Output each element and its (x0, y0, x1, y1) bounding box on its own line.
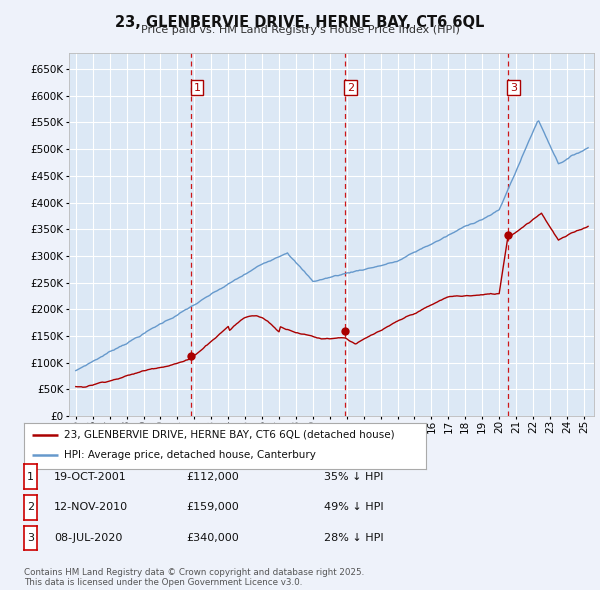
Text: 1: 1 (193, 83, 200, 93)
Text: 3: 3 (510, 83, 517, 93)
Text: 1: 1 (27, 472, 34, 481)
Text: 35% ↓ HPI: 35% ↓ HPI (324, 472, 383, 481)
Text: 2: 2 (27, 503, 34, 512)
Text: 08-JUL-2020: 08-JUL-2020 (54, 533, 122, 543)
Text: 23, GLENBERVIE DRIVE, HERNE BAY, CT6 6QL: 23, GLENBERVIE DRIVE, HERNE BAY, CT6 6QL (115, 15, 485, 30)
Text: £112,000: £112,000 (186, 472, 239, 481)
Text: £340,000: £340,000 (186, 533, 239, 543)
Text: £159,000: £159,000 (186, 503, 239, 512)
Text: 2: 2 (347, 83, 354, 93)
Text: 3: 3 (27, 533, 34, 543)
Text: Contains HM Land Registry data © Crown copyright and database right 2025.
This d: Contains HM Land Registry data © Crown c… (24, 568, 364, 587)
Text: 12-NOV-2010: 12-NOV-2010 (54, 503, 128, 512)
Text: 19-OCT-2001: 19-OCT-2001 (54, 472, 127, 481)
Text: HPI: Average price, detached house, Canterbury: HPI: Average price, detached house, Cant… (64, 450, 316, 460)
Text: 28% ↓ HPI: 28% ↓ HPI (324, 533, 383, 543)
Text: 49% ↓ HPI: 49% ↓ HPI (324, 503, 383, 512)
Text: 23, GLENBERVIE DRIVE, HERNE BAY, CT6 6QL (detached house): 23, GLENBERVIE DRIVE, HERNE BAY, CT6 6QL… (64, 430, 395, 440)
Text: Price paid vs. HM Land Registry's House Price Index (HPI): Price paid vs. HM Land Registry's House … (140, 25, 460, 35)
